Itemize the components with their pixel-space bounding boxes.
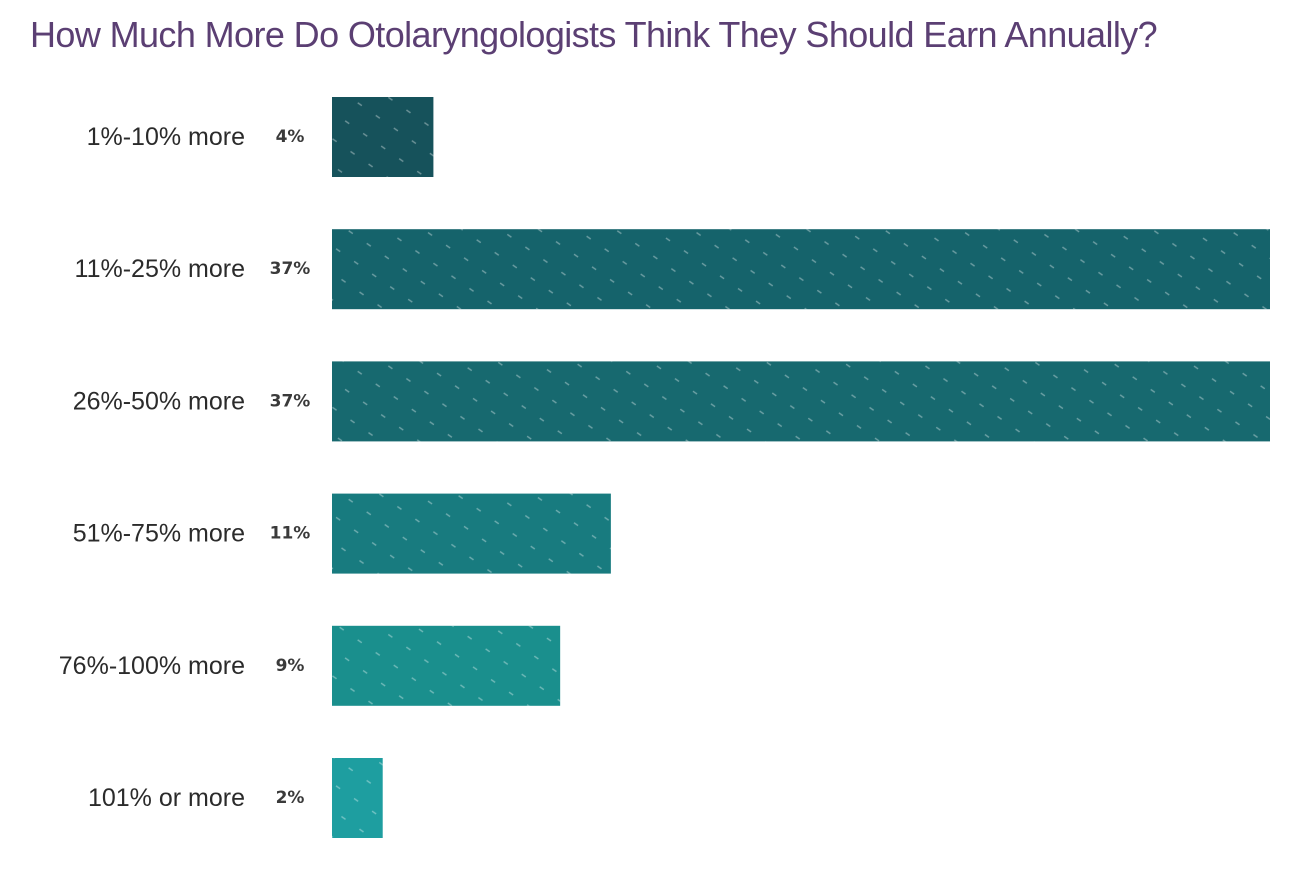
category-label: 11%-25% more <box>75 255 245 283</box>
bar-group: 76%-100% more 9% <box>59 625 561 706</box>
bar-texture <box>332 229 1270 310</box>
category-label: 26%-50% more <box>73 387 245 415</box>
value-label: 9% <box>276 656 305 676</box>
bar-texture <box>332 758 383 838</box>
bar-group: 11%-25% more 37% <box>75 229 1270 310</box>
bar-group: 26%-50% more 37% <box>73 361 1270 442</box>
bar-texture <box>332 97 434 177</box>
bar-group: 51%-75% more 11% <box>73 493 611 574</box>
category-label: 51%-75% more <box>73 520 245 548</box>
bar-texture <box>332 625 561 706</box>
category-label: 1%-10% more <box>87 123 245 151</box>
bar-texture <box>332 493 611 574</box>
category-label: 101% or more <box>88 784 245 812</box>
value-label: 37% <box>270 259 311 279</box>
bar-texture <box>332 361 1270 442</box>
category-label: 76%-100% more <box>59 652 245 680</box>
bar-group: 1%-10% more 4% <box>87 97 434 177</box>
value-label: 4% <box>276 127 305 147</box>
value-label: 11% <box>270 524 311 544</box>
value-label: 2% <box>276 788 305 808</box>
chart-title: How Much More Do Otolaryngologists Think… <box>30 14 1158 55</box>
value-label: 37% <box>270 391 311 411</box>
bar-group: 101% or more 2% <box>88 758 383 838</box>
